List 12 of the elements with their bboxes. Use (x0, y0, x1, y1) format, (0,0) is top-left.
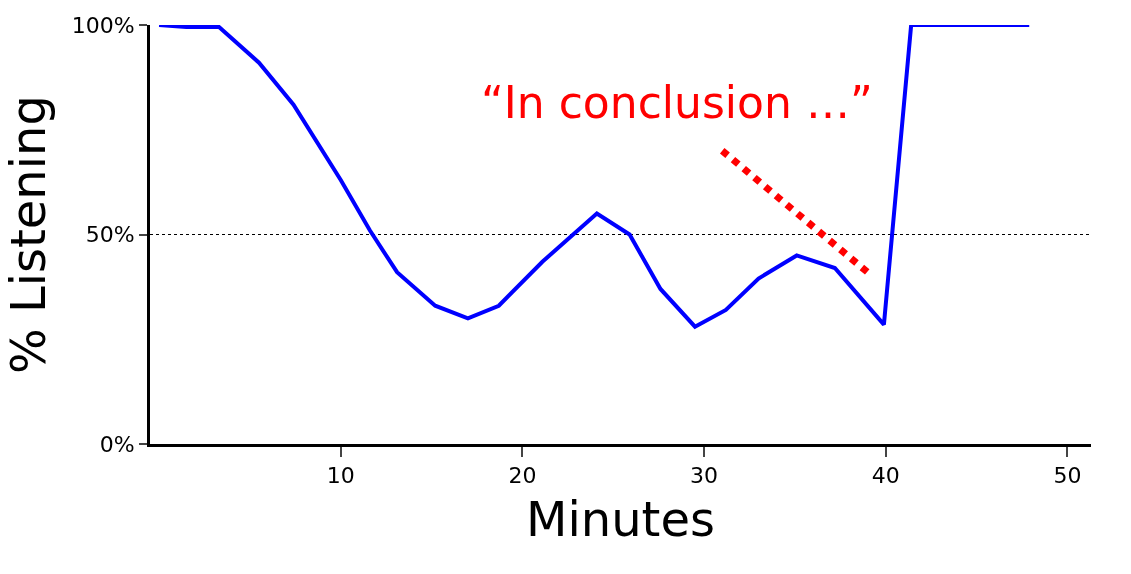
line-series (157, 25, 1032, 329)
y-tick-label: 50% (85, 222, 135, 248)
x-axis-title: Minutes (526, 490, 715, 547)
x-tick-label: 40 (871, 463, 900, 489)
x-tick-label: 30 (690, 463, 719, 489)
y-axis-title: % Listening (0, 95, 56, 374)
annotation: “In conclusion …” (481, 77, 873, 128)
y-tick-label: 0% (99, 431, 135, 457)
x-tick-label: 50 (1053, 463, 1082, 489)
x-tick-label: 10 (326, 463, 355, 489)
y-tick-label: 100% (71, 12, 135, 38)
x-tick-label: 20 (508, 463, 537, 489)
